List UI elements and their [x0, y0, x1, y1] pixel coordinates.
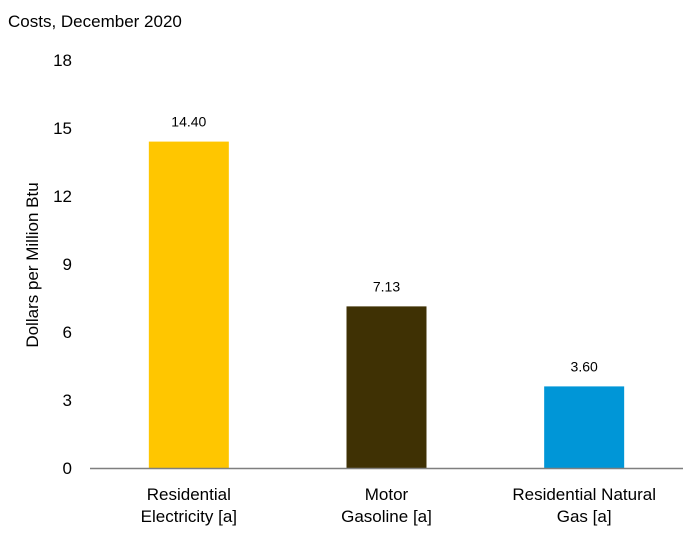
- bar: [148, 141, 229, 468]
- x-tick-label: Electricity [a]: [141, 507, 237, 526]
- y-tick-label: 18: [53, 51, 72, 70]
- bars: [148, 141, 625, 468]
- x-axis-labels: Residential Electricity [a] Motor Gasoline …: [141, 485, 656, 526]
- y-tick-label: 3: [63, 391, 72, 410]
- y-axis-ticks: 0 3 6 9 12 15 18: [53, 51, 72, 478]
- y-tick-label: 9: [63, 255, 72, 274]
- bar: [346, 306, 427, 468]
- x-tick-label: Gasoline [a]: [341, 507, 432, 526]
- chart-title: Costs, December 2020: [8, 12, 182, 31]
- x-tick-label: Motor: [365, 485, 409, 504]
- data-label: 7.13: [373, 278, 400, 294]
- y-tick-label: 0: [63, 459, 72, 478]
- value-labels: 14.40 7.13 3.60: [171, 114, 598, 375]
- y-tick-label: 15: [53, 119, 72, 138]
- y-tick-label: 12: [53, 187, 72, 206]
- y-axis-label: Dollars per Million Btu: [23, 182, 42, 347]
- x-tick-label: Residential Natural: [512, 485, 656, 504]
- x-tick-label: Gas [a]: [557, 507, 612, 526]
- data-label: 14.40: [171, 114, 206, 130]
- data-label: 3.60: [571, 358, 598, 374]
- x-tick-label: Residential: [147, 485, 231, 504]
- y-tick-label: 6: [63, 323, 72, 342]
- bar: [544, 386, 625, 468]
